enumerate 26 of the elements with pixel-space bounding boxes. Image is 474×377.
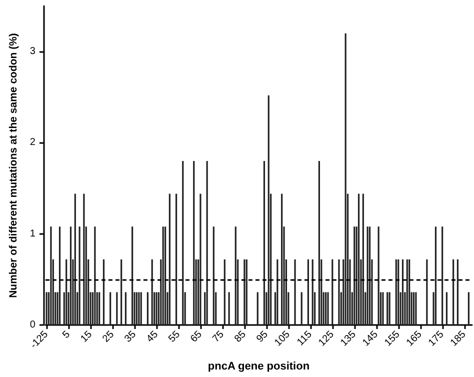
x-tick-label: 185 (448, 328, 468, 349)
x-tick-label: 135 (338, 328, 359, 349)
x-tick-label: -125 (28, 328, 51, 352)
y-tick-label: 0 (30, 320, 36, 330)
x-tick-label: 115 (295, 328, 315, 348)
x-tick-label: 155 (382, 328, 403, 349)
x-tick-label: 35 (122, 328, 139, 345)
y-axis-title: Number of different mutations at the same codon (%) (8, 33, 20, 298)
x-axis-title: pncA gene position (208, 360, 310, 372)
x-tick-label: 105 (272, 328, 293, 349)
x-tick-label: 175 (426, 328, 447, 349)
x-tick-label: 5 (60, 328, 73, 341)
y-tick-label: 1 (30, 228, 36, 240)
x-tick-label: 15 (78, 328, 95, 345)
x-tick-label: 45 (144, 328, 161, 345)
x-tick-label: 65 (188, 328, 205, 345)
x-tick-label: 85 (232, 328, 249, 345)
x-tick-label: 165 (404, 328, 425, 349)
x-tick-label: 75 (210, 328, 227, 345)
y-tick-label: 2 (30, 137, 36, 148)
x-tick-label: 25 (100, 328, 117, 345)
x-tick-label: 125 (316, 328, 337, 349)
y-tick-label: 3 (30, 46, 36, 58)
x-tick-label: 95 (254, 328, 271, 345)
x-tick-label: 145 (360, 328, 381, 349)
x-tick-label: 55 (166, 328, 183, 345)
